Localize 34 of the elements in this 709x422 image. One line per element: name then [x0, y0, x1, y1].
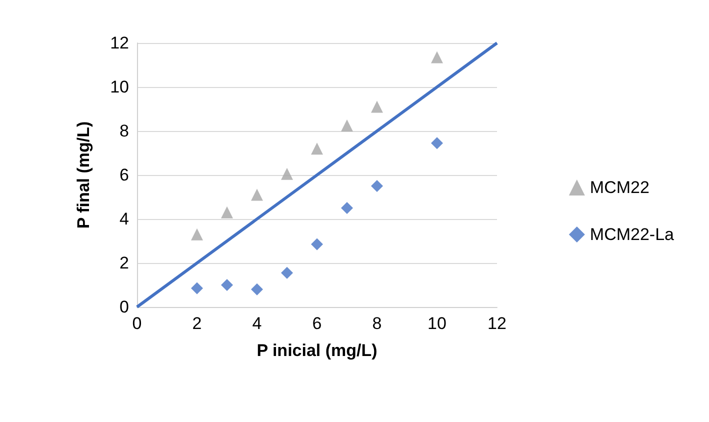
point: [251, 283, 263, 296]
point: [341, 202, 353, 214]
y-tick-label: 12: [110, 34, 129, 52]
point: [431, 137, 443, 150]
y-tick-label: 0: [120, 298, 129, 316]
x-tick-label: 6: [312, 314, 322, 333]
point: [281, 266, 293, 279]
x-axis-title: P inicial (mg/L): [256, 341, 378, 360]
x-tick-label: 2: [192, 314, 202, 333]
x-tick-label: 4: [252, 314, 262, 333]
point: [191, 282, 203, 294]
legend-label: MCM22: [590, 178, 650, 197]
point: [191, 228, 203, 240]
y-tick-label: 10: [110, 78, 129, 96]
point: [311, 238, 323, 250]
legend-label: MCM22-La: [590, 225, 675, 244]
point: [281, 168, 293, 180]
x-tick-label: 8: [372, 314, 382, 333]
point: [311, 142, 323, 155]
point: [431, 51, 443, 64]
point: [221, 279, 233, 291]
point: [341, 120, 353, 132]
y-tick-label: 2: [120, 254, 129, 272]
point: [221, 206, 233, 218]
x-tick-label: 10: [428, 314, 446, 333]
point: [371, 180, 383, 192]
y-axis-title: P final (mg/L): [74, 121, 93, 229]
x-tick-label: 0: [132, 314, 142, 333]
y-tick-label: 8: [120, 122, 129, 140]
point: [251, 188, 263, 201]
y-tick-label: 6: [120, 166, 129, 184]
x-tick-label: 12: [488, 314, 506, 333]
y-tick-label: 4: [120, 210, 129, 228]
point: [371, 100, 383, 113]
